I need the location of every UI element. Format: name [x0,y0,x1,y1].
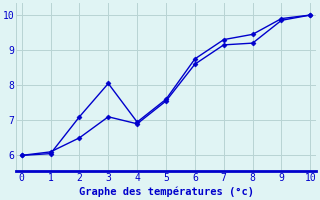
X-axis label: Graphe des températures (°c): Graphe des températures (°c) [78,187,253,197]
